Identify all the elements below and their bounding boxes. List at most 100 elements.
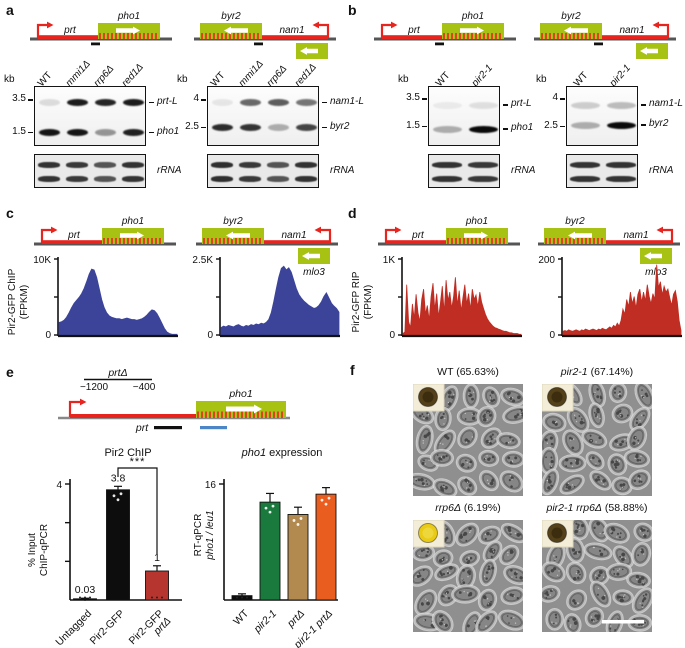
coordinate-label: −400: [133, 382, 156, 393]
gene-diagram-prt-pho1: prt pho1: [374, 213, 524, 264]
micrograph-title: rrp6Δ (6.19%): [393, 502, 543, 514]
size-marker: 2.5: [544, 119, 558, 131]
gene-diagram-svg: prt pho1: [374, 11, 516, 46]
blot-band: [606, 101, 636, 109]
rrna-band: [38, 162, 60, 169]
rrna-label: rRNA: [330, 165, 355, 176]
blot-band: [66, 99, 88, 107]
gene-label: nam1: [279, 25, 304, 36]
chip-track-prt: 10K 0: [28, 253, 182, 350]
rrna-band: [432, 176, 462, 183]
gene-diagram-byr2-nam1: byr2 nam1 mlo3: [192, 213, 342, 282]
northern-blot-byr2: WT pir2-1 kb 4 2.5 nam1-L byr2 rRNA: [348, 54, 685, 202]
band-label: byr2: [330, 120, 350, 132]
gene-diagram-svg: byr2 nam1: [194, 11, 336, 59]
gene-label: pho1: [117, 11, 140, 22]
gene-label: pho1: [121, 216, 144, 227]
coordinate-label: −1200: [80, 382, 109, 393]
pho1-expression-bar-chart: pho1 expression 16 WT pir2-1 prtΔ pir2-1 prtΔ: [198, 442, 342, 648]
cells: [406, 383, 531, 498]
bar: [145, 570, 169, 601]
coverage-track-svg: 10K 0: [33, 255, 178, 341]
axis-max-label: 4: [56, 480, 62, 491]
marker-tick: [560, 98, 565, 100]
size-marker: 2.5: [185, 120, 199, 132]
category-label: Pir2-GFP: [88, 608, 127, 647]
coverage-area: [58, 268, 178, 336]
gene-label: pho1: [465, 216, 488, 227]
rrna-box: [34, 154, 146, 188]
band-tick: [322, 101, 327, 104]
blot-band: [38, 129, 60, 137]
panel-e: e prtΔ −1200 −400 pho1 prt % Input ChIP-qPCR …: [6, 362, 342, 648]
micrograph-pir2-1-rrp6: [538, 516, 655, 638]
rrna-box: [566, 154, 638, 188]
chart-title: Pir2 ChIP: [104, 447, 151, 459]
rrna-box: [207, 154, 319, 188]
gene-diagram-svg: byr2 nam1: [534, 11, 676, 59]
blot-band: [267, 99, 289, 107]
rrna-band: [94, 176, 116, 183]
blot-band: [432, 125, 462, 133]
axis-max-label: 200: [538, 255, 555, 266]
text-part: pir2-1 rrp6Δ: [546, 502, 602, 514]
cells: [408, 520, 530, 638]
micrograph-svg: [538, 380, 655, 496]
text-part: (67.14%): [587, 366, 634, 378]
band-label: nam1-L: [649, 98, 683, 109]
rrna-label: rRNA: [649, 165, 674, 176]
text-part: (6.19%): [461, 502, 501, 514]
text-part: pir2-1: [560, 366, 588, 378]
rrna-band: [66, 162, 88, 169]
marker-tick: [422, 98, 427, 100]
gene-label: prt: [407, 25, 421, 36]
micrograph-pir2-1: [538, 380, 655, 501]
micrograph-title: WT (65.63%): [393, 366, 543, 378]
text-part: (58.88%): [601, 502, 648, 514]
rrna-band: [295, 162, 317, 169]
gene-label: pho1: [461, 11, 484, 22]
blot-band: [239, 124, 261, 132]
rrna-band: [468, 176, 498, 183]
micrograph-svg: [408, 519, 530, 638]
bar: [73, 598, 97, 601]
panel-b: b prt pho1 byr2 nam1 WT pir2-1 kb 3.5 1.5 prt-L…: [348, 2, 685, 202]
marker-tick: [201, 99, 206, 101]
panel-c: c Pir2-GFP ChIP (FPKM) prt pho1 byr2 nam1 ml…: [6, 205, 342, 360]
gene-diagram-svg: prt pho1: [34, 216, 176, 246]
coverage-area: [402, 277, 522, 336]
band-tick: [503, 128, 508, 130]
gene-label: prt: [411, 230, 425, 241]
text-part: rrp6Δ: [435, 502, 462, 514]
gene-diagram-byr2-nam1: byr2 nam1: [190, 8, 340, 77]
category-label: WT: [231, 607, 251, 627]
lane-label: mmi1Δ: [236, 58, 266, 89]
panel-letter: b: [348, 2, 357, 18]
coverage-area: [562, 264, 682, 336]
band-tick: [641, 104, 646, 106]
rrna-band: [211, 176, 233, 183]
marker-tick: [422, 125, 427, 128]
gene-diagram-prt-deletion: prtΔ −1200 −400 pho1 prt: [54, 366, 294, 449]
chart-title: pho1 expression: [241, 447, 323, 459]
gene-diagram-svg: prt pho1: [378, 216, 520, 246]
coverage-track-svg: 1K 0: [383, 255, 522, 341]
blot-band: [570, 101, 600, 109]
band-tick: [149, 131, 154, 134]
blot-band: [122, 99, 144, 107]
rrna-band: [570, 176, 600, 183]
gene-label: prt: [67, 230, 81, 241]
rrna-band: [122, 176, 144, 183]
size-marker: 3.5: [406, 92, 420, 103]
axis-max-label: 10K: [33, 255, 51, 266]
blot-band: [239, 99, 261, 107]
micrograph-svg: [406, 383, 531, 498]
axis-zero-label: 0: [389, 330, 395, 341]
gene-label: prt: [63, 25, 77, 36]
deletion-label: prtΔ: [107, 367, 127, 379]
bar: [106, 489, 130, 601]
blot-band: [94, 129, 116, 137]
